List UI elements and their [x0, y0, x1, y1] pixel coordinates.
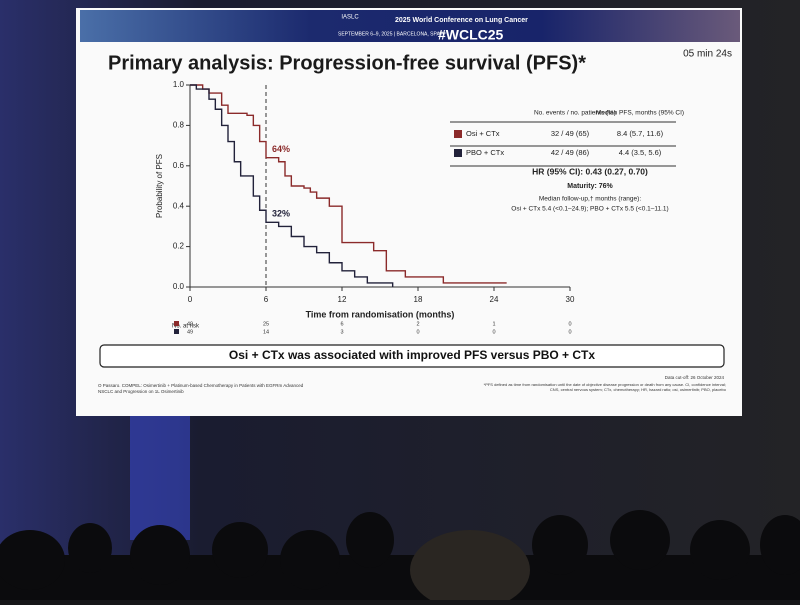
y-tick-label: 0.2: [173, 242, 185, 251]
at-risk-count: 0: [568, 329, 571, 335]
annotation: 64%: [272, 144, 290, 154]
banner-hashtag: #WCLC25: [438, 27, 504, 43]
stage-light: [130, 400, 190, 540]
table-cell: 42 / 49 (86): [551, 148, 590, 157]
audience: [0, 510, 800, 605]
at-risk-count: 6: [340, 321, 343, 327]
at-risk-label: No. at risk: [172, 324, 200, 330]
x-tick-label: 0: [188, 295, 193, 304]
y-axis-label: Probability of PFS: [155, 154, 164, 218]
survival-curve: [190, 84, 507, 284]
table-cell: 4.4 (3.5, 5.6): [619, 148, 662, 157]
footnote: *PFS defined as time from randomisation …: [483, 382, 726, 393]
at-risk-count: 1: [492, 321, 495, 327]
follow-up: Median follow-up,† months (range):: [539, 196, 641, 203]
banner-org: IASLC: [341, 15, 359, 21]
annotation: 32%: [272, 209, 290, 219]
table-cell: 32 / 49 (65): [551, 129, 590, 138]
x-tick-label: 18: [414, 295, 423, 304]
at-risk-swatch: [174, 321, 179, 326]
at-risk-count: 25: [263, 321, 269, 327]
at-risk-swatch: [174, 329, 179, 334]
y-tick-label: 1.0: [173, 80, 185, 89]
hazard-ratio: HR (95% CI): 0.43 (0.27, 0.70): [532, 166, 648, 176]
slide-title: Primary analysis: Progression-free survi…: [108, 52, 586, 74]
at-risk-count: 0: [568, 321, 571, 327]
follow-up: Osi + CTx 5.4 (<0.1–24.9); PBO + CTx 5.5…: [511, 206, 668, 213]
footnote-box: *PFS defined as time from randomisation …: [483, 382, 726, 393]
banner-dates: SEPTEMBER 6–9, 2025 | BARCELONA, SPAIN: [338, 31, 445, 37]
at-risk-count: 2: [416, 321, 419, 327]
maturity: Maturity: 76%: [567, 183, 613, 190]
table-header: No. events / no. patients (%): [534, 110, 616, 117]
at-risk-count: 14: [263, 329, 269, 335]
x-axis-label: Time from randomisation (months): [306, 309, 455, 319]
table-header: Median PFS, months (95% CI): [596, 110, 684, 117]
cutoff: Data cut-off: 26 October 2024: [665, 375, 725, 380]
reference-box: O Passaro. COMPEL: Osimertinib + Platinu…: [98, 383, 304, 394]
y-tick-label: 0.4: [173, 201, 185, 210]
legend-label: PBO + CTx: [466, 148, 504, 157]
conclusion-box: [99, 344, 725, 368]
legend-swatch: [454, 149, 462, 157]
survival-curve: [190, 84, 394, 287]
at-risk-count: 49: [187, 321, 193, 327]
x-tick-label: 12: [338, 295, 347, 304]
x-tick-label: 6: [264, 295, 269, 304]
y-tick-label: 0.0: [173, 282, 185, 291]
legend-swatch: [454, 130, 462, 138]
legend-label: Osi + CTx: [466, 129, 500, 138]
banner: [80, 10, 740, 42]
timer: 05 min 24s: [683, 49, 732, 60]
x-tick-label: 30: [566, 295, 575, 304]
at-risk-count: 3: [340, 329, 343, 335]
at-risk-count: 0: [416, 329, 419, 335]
reference: O Passaro. COMPEL: Osimertinib + Platinu…: [98, 383, 304, 394]
conclusion: Osi + CTx was associated with improved P…: [229, 348, 595, 362]
banner-conference: 2025 World Conference on Lung Cancer: [395, 17, 528, 24]
at-risk-count: 0: [492, 329, 495, 335]
table-cell: 8.4 (5.7, 11.6): [617, 129, 664, 138]
at-risk-count: 49: [187, 329, 193, 335]
y-tick-label: 0.6: [173, 161, 185, 170]
x-tick-label: 24: [490, 295, 499, 304]
y-tick-label: 0.8: [173, 121, 185, 130]
